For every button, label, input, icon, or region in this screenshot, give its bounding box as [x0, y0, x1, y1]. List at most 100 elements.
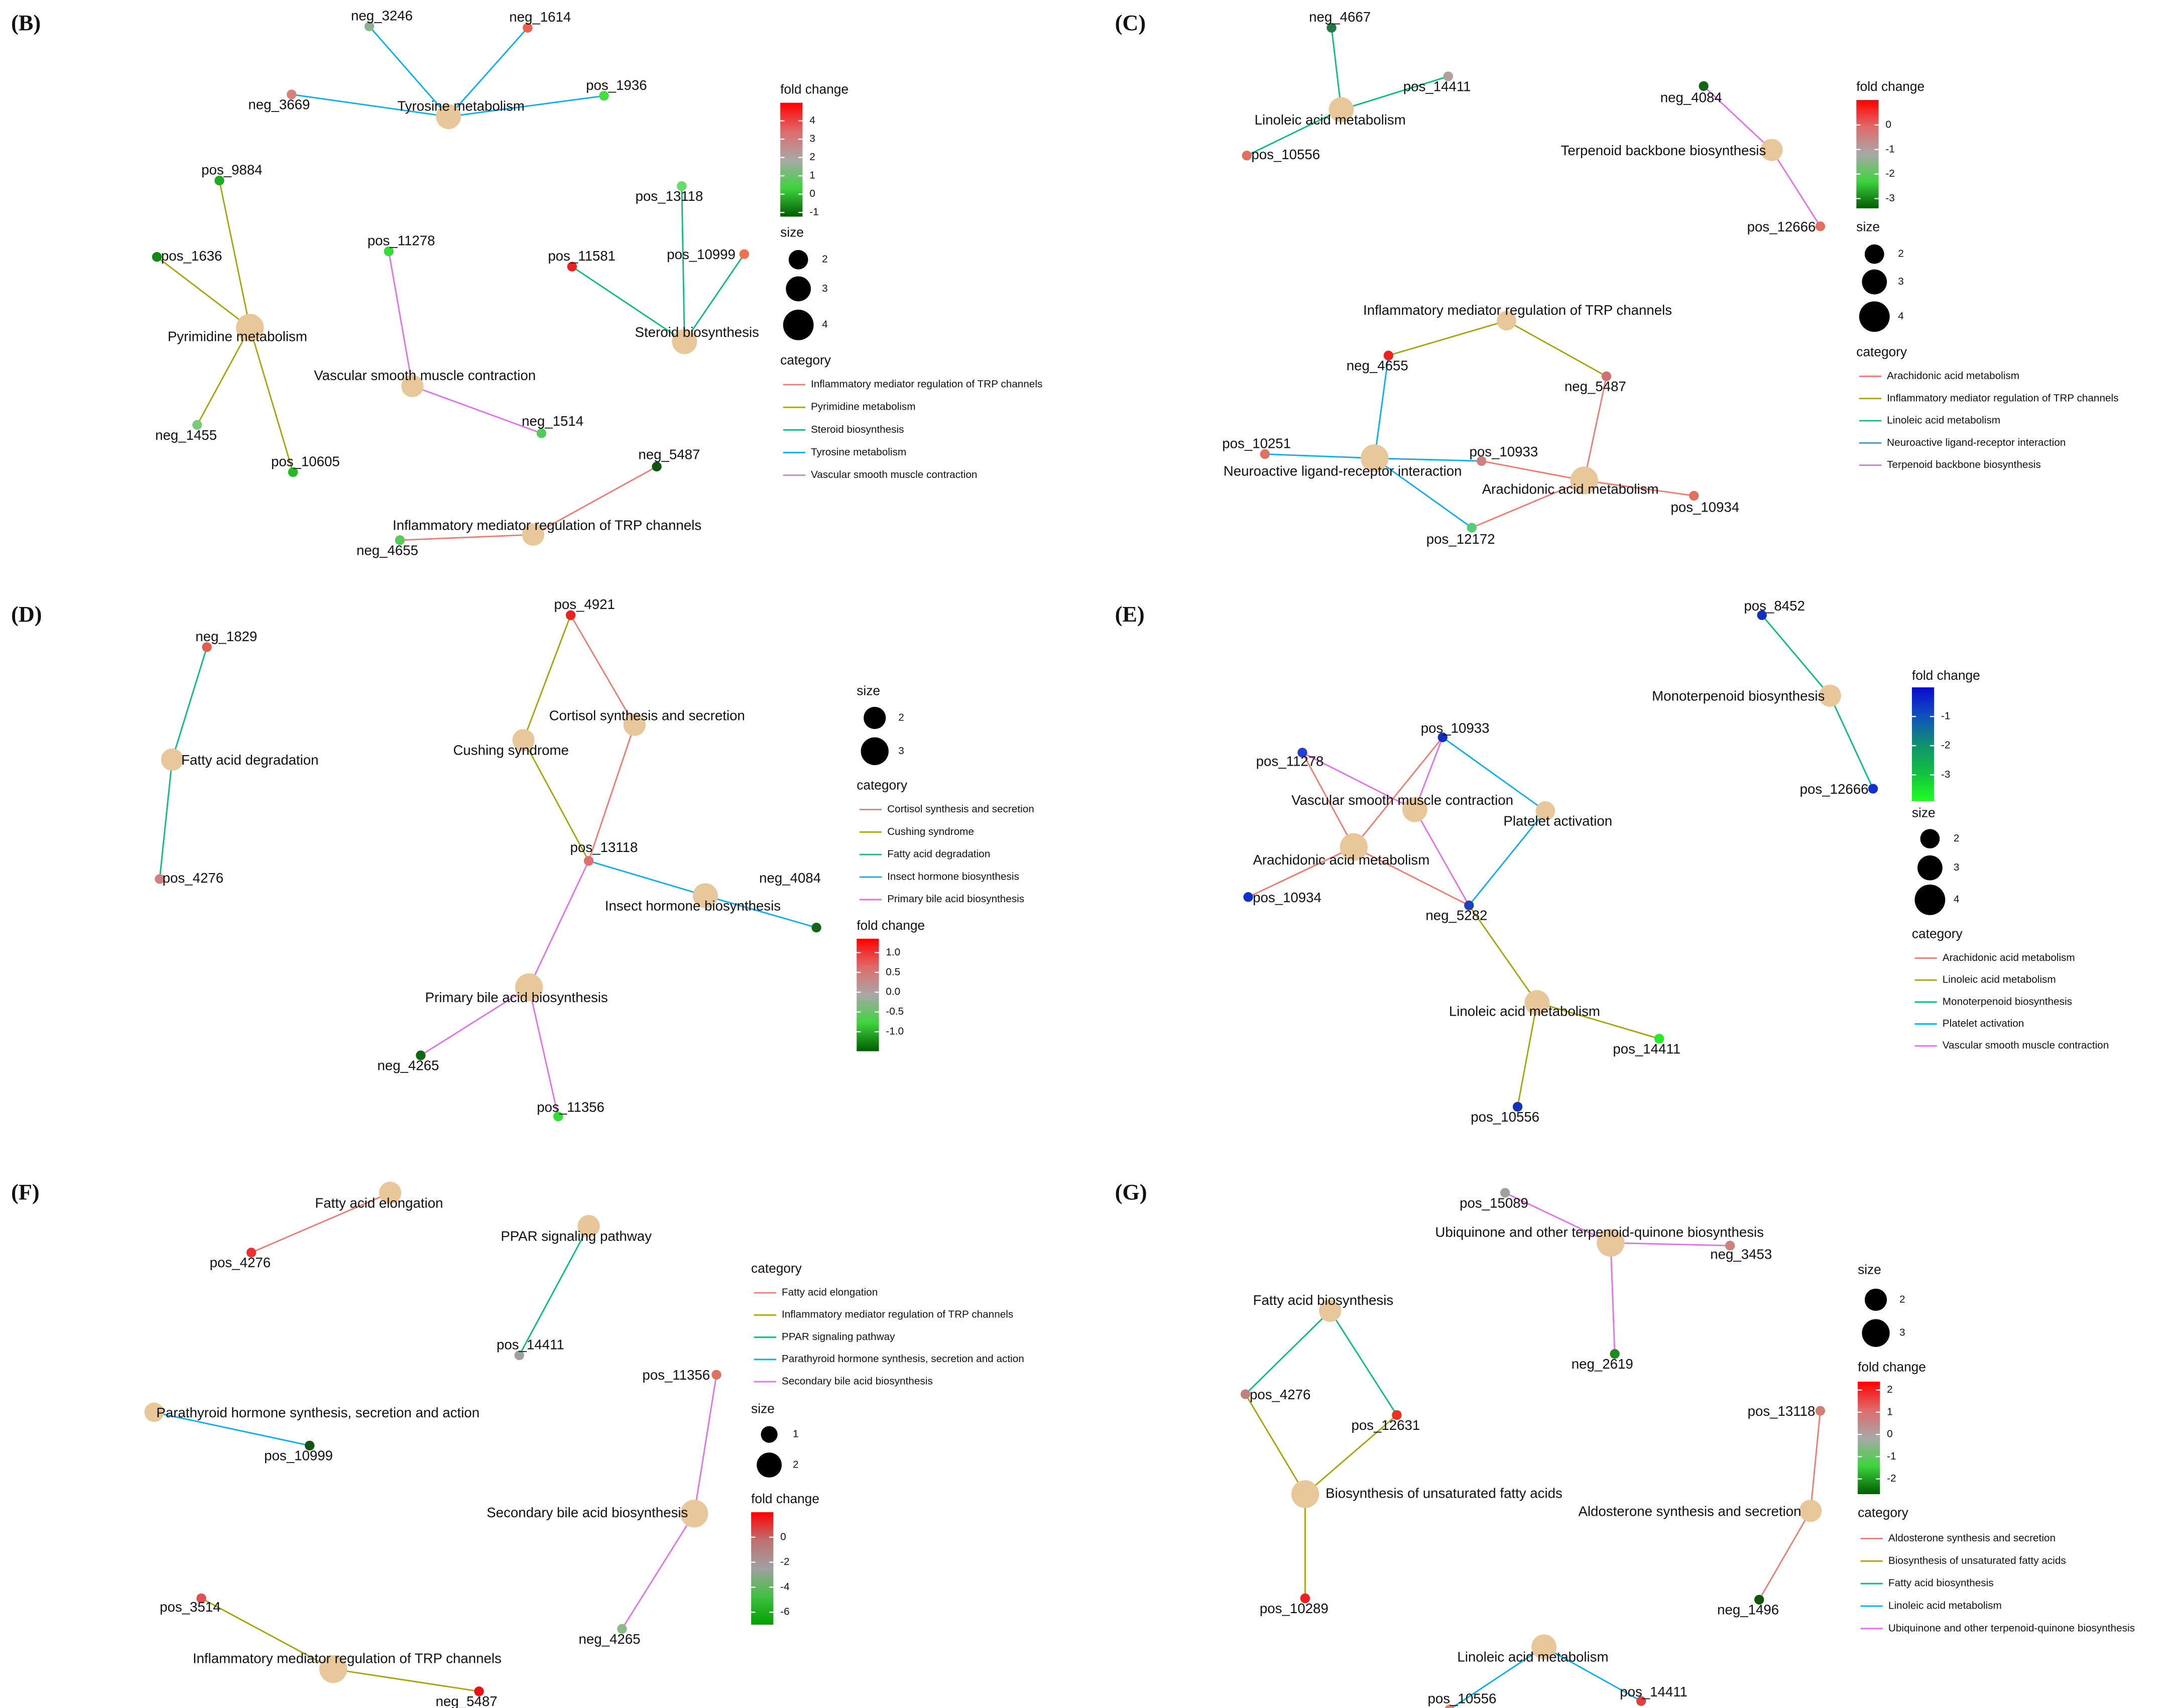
- legend-item: Cushing syndrome: [887, 826, 974, 837]
- legend-item: PPAR signaling pathway: [782, 1331, 895, 1343]
- metabolite-node: [1754, 1595, 1764, 1605]
- node-label: Linoleic acid metabolism: [1457, 1649, 1608, 1665]
- edge: [1471, 479, 1585, 529]
- node-label: Insect hormone biosynthesis: [605, 898, 781, 913]
- size-key: [783, 309, 814, 340]
- metabolite-node: [553, 1112, 563, 1122]
- node-label: pos_10251: [1222, 435, 1291, 451]
- edge: [570, 615, 635, 725]
- pathway-node: [1570, 466, 1598, 495]
- legend-item: Tyrosine metabolism: [811, 446, 906, 458]
- metabolite-node: [1610, 1349, 1620, 1359]
- edge: [1810, 1410, 1821, 1511]
- legend-title: category: [1856, 344, 1907, 359]
- metabolite-node: [364, 21, 375, 32]
- legend-title: size: [751, 1401, 775, 1416]
- pathway-node: [1535, 801, 1555, 821]
- node-label: Inflammatory mediator regulation of TRP …: [1363, 302, 1672, 318]
- colorbar-tick-label: -3: [1885, 192, 1894, 204]
- node-label: Secondary bile acid biosynthesis: [487, 1505, 688, 1520]
- metabolite-node: [523, 23, 533, 33]
- metabolite-node: [739, 249, 749, 259]
- pathway-node: [1819, 684, 1841, 707]
- panel: (B) Tyrosine metabolism Pyrimidine metabol…: [11, 8, 1042, 558]
- legend-item: Arachidonic acid metabolism: [1887, 370, 2019, 382]
- node-label: pos_4276: [1250, 1387, 1310, 1402]
- node-label: pos_3514: [160, 1599, 220, 1615]
- legend-title: fold change: [857, 918, 925, 933]
- metabolite-node: [583, 856, 594, 866]
- node-label: Biosynthesis of unsaturated fatty acids: [1326, 1485, 1562, 1501]
- legend-item: Aldosterone synthesis and secretion: [1888, 1532, 2056, 1544]
- legend-title: size: [857, 683, 880, 698]
- legend-item: Monoterpenoid biosynthesis: [1943, 996, 2072, 1007]
- metabolite-node: [416, 1050, 426, 1060]
- colorbar-tick-label: -2: [1941, 740, 1950, 751]
- node-label: pos_14411: [1613, 1041, 1680, 1056]
- edge: [1583, 376, 1607, 481]
- node-label: pos_10933: [1421, 720, 1490, 736]
- legend-item: Insect hormone biosynthesis: [887, 871, 1019, 882]
- metabolite-node: [1868, 784, 1878, 794]
- metabolite-node: [1242, 151, 1252, 161]
- edge: [1481, 460, 1585, 481]
- colorbar-tick-label: 0: [1887, 1428, 1893, 1440]
- size-label: 3: [1898, 276, 1904, 287]
- pathway-node: [1402, 797, 1427, 822]
- legend-item: Linoleic acid metabolism: [1943, 974, 2056, 986]
- edge: [1301, 752, 1355, 847]
- node-label: neg_4655: [1347, 357, 1408, 373]
- metabolite-node: [384, 246, 394, 257]
- node-label: pos_4921: [554, 596, 615, 612]
- node-label: pos_9884: [201, 162, 262, 177]
- colorbar-tick-label: -2: [1887, 1473, 1896, 1484]
- metabolite-node: [1467, 523, 1477, 533]
- colorbar-tick-label: 3: [809, 133, 815, 145]
- size-label: 2: [898, 711, 904, 723]
- edge: [705, 895, 817, 928]
- pathway-node: [436, 104, 461, 130]
- node-label: Fatty acid elongation: [315, 1195, 443, 1210]
- metabolite-node: [196, 1593, 206, 1604]
- legend-item: Secondary bile acid biosynthesis: [782, 1376, 933, 1387]
- colorbar-tick-label: 2: [809, 151, 815, 163]
- size-label: 3: [898, 745, 904, 757]
- node-label: pos_14411: [1403, 79, 1471, 94]
- size-label: 3: [822, 283, 828, 294]
- legend-item: Ubiquinone and other terpenoid-quinone b…: [1888, 1622, 2135, 1634]
- colorbar-tick-label: -4: [780, 1581, 789, 1593]
- colorbar-tick-label: 0: [780, 1531, 786, 1542]
- edge: [249, 327, 294, 472]
- metabolite-node: [1699, 81, 1709, 91]
- legend-item: Pyrimidine metabolism: [811, 401, 916, 413]
- node-label: Primary bile acid biosynthesis: [425, 990, 608, 1005]
- colorbar-tick-label: -1: [1887, 1450, 1896, 1462]
- node-label: pos_11356: [537, 1099, 605, 1115]
- node-label: Ubiquinone and other terpenoid-quinone b…: [1435, 1224, 1764, 1240]
- edge: [1543, 1646, 1642, 1702]
- metabolite-node: [1445, 1704, 1455, 1708]
- metabolite-node: [1636, 1696, 1646, 1706]
- pathway-node: [577, 1215, 600, 1238]
- size-key: [1859, 301, 1890, 332]
- legend-title: size: [1858, 1262, 1881, 1277]
- colorbar: [857, 938, 879, 1051]
- metabolite-node: [214, 175, 224, 186]
- pathway-node: [1531, 1634, 1556, 1660]
- size-label: 2: [1899, 1293, 1905, 1305]
- node-label: Cushing syndrome: [453, 743, 568, 758]
- legend-title: category: [1858, 1505, 1909, 1520]
- pathway-node: [1497, 311, 1516, 331]
- pathway-node: [1597, 1229, 1625, 1257]
- edge: [681, 186, 685, 342]
- colorbar-tick-label: 0.0: [886, 986, 900, 998]
- legend-item: Parathyroid hormone synthesis, secretion…: [782, 1353, 1024, 1365]
- metabolite-node: [1464, 900, 1474, 911]
- colorbar: [751, 1512, 774, 1625]
- node-label: Monoterpenoid biosynthesis: [1652, 688, 1825, 704]
- metabolite-node: [1689, 491, 1699, 501]
- edge: [1302, 752, 1415, 810]
- node-label: neg_1829: [195, 629, 257, 644]
- node-label: neg_2619: [1572, 1356, 1633, 1372]
